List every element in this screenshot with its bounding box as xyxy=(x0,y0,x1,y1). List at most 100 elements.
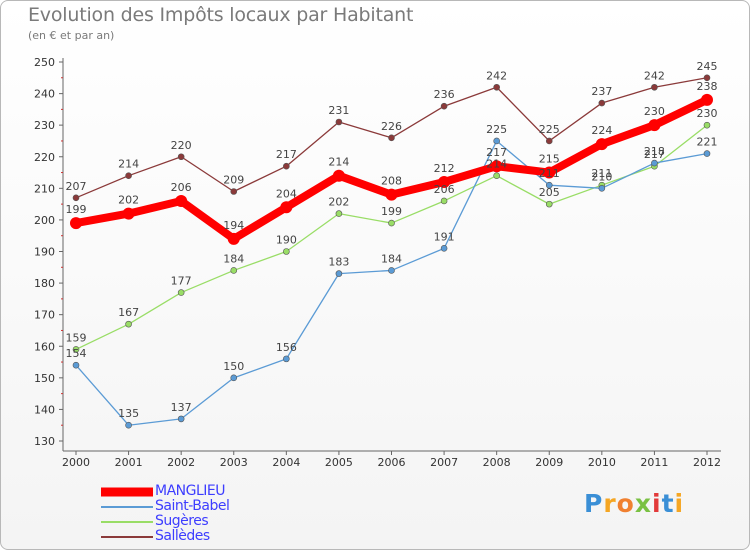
data-label: 210 xyxy=(591,170,612,183)
data-point xyxy=(230,267,238,274)
data-label: 214 xyxy=(118,158,139,171)
data-point xyxy=(177,153,185,161)
y-tick-label: 150 xyxy=(34,372,55,385)
data-point xyxy=(545,200,553,208)
data-label: 217 xyxy=(486,146,507,159)
series-manglieu xyxy=(70,93,713,245)
data-point xyxy=(72,194,80,202)
data-point xyxy=(493,83,500,91)
data-point xyxy=(388,267,395,274)
y-tick-label: 130 xyxy=(34,435,55,448)
data-label: 137 xyxy=(171,401,192,414)
data-point xyxy=(177,415,185,423)
data-point xyxy=(440,197,448,205)
legend-swatch xyxy=(101,487,153,496)
y-tick-label: 140 xyxy=(34,403,55,416)
data-label: 150 xyxy=(223,360,244,373)
data-label: 230 xyxy=(644,105,665,118)
data-label: 215 xyxy=(539,153,560,166)
data-label: 218 xyxy=(644,145,665,158)
y-tick-label: 210 xyxy=(34,182,55,195)
x-tick-label: 2012 xyxy=(693,456,721,469)
data-point xyxy=(283,355,290,363)
x-tick-label: 2009 xyxy=(535,456,563,469)
data-point xyxy=(72,346,80,353)
labels-manglieu: 199 202 206 194 204 214 208 212 217 215 224 230 238 xyxy=(66,80,718,232)
x-tick-label: 2010 xyxy=(588,456,616,469)
x-tick-label: 2011 xyxy=(640,456,668,469)
data-label: 206 xyxy=(434,183,455,196)
y-tick-label: 200 xyxy=(34,214,55,227)
legend-label: Saint-Babel xyxy=(155,498,230,514)
series-sall-des xyxy=(72,74,711,202)
x-tick-label: 2003 xyxy=(220,456,248,469)
data-label: 214 xyxy=(328,156,349,169)
data-point xyxy=(701,93,713,106)
data-label: 199 xyxy=(381,205,402,218)
y-tick-label: 230 xyxy=(34,119,55,132)
data-point xyxy=(493,137,500,145)
series-line xyxy=(75,124,708,350)
y-tick-label: 190 xyxy=(34,246,55,259)
x-tick-label: 2007 xyxy=(430,456,458,469)
data-label: 237 xyxy=(591,85,612,98)
data-point xyxy=(335,270,343,277)
data-label: 217 xyxy=(644,148,665,161)
x-tick-label: 2006 xyxy=(378,456,406,469)
data-label: 231 xyxy=(328,104,349,117)
data-label: 238 xyxy=(697,80,718,93)
data-point xyxy=(703,74,711,82)
data-label: 212 xyxy=(434,162,455,175)
data-label: 184 xyxy=(223,252,244,265)
data-point xyxy=(227,232,240,245)
data-point xyxy=(125,320,132,328)
y-tick-label: 220 xyxy=(34,151,55,164)
data-point xyxy=(283,248,290,255)
data-label: 214 xyxy=(486,158,507,171)
x-tick-label: 2005 xyxy=(325,456,353,469)
x-tick-label: 2001 xyxy=(115,456,143,469)
logo-letter: r xyxy=(603,489,617,518)
data-label: 205 xyxy=(539,186,560,199)
data-point xyxy=(595,138,608,151)
data-point xyxy=(545,137,553,145)
data-point xyxy=(703,121,711,129)
legend-swatch xyxy=(101,505,153,508)
data-label: 211 xyxy=(591,167,612,180)
data-label: 177 xyxy=(171,275,192,288)
data-point xyxy=(388,134,395,142)
data-point xyxy=(335,118,343,126)
data-label: 225 xyxy=(539,123,560,136)
data-label: 204 xyxy=(276,187,297,200)
data-point xyxy=(648,119,661,132)
data-point xyxy=(283,162,290,170)
data-point xyxy=(438,176,451,189)
y-tick-label: 170 xyxy=(34,309,55,322)
x-tick-label: 2002 xyxy=(167,456,195,469)
data-point xyxy=(598,99,606,107)
data-point xyxy=(230,188,238,195)
logo-letter: x xyxy=(634,489,652,518)
data-point xyxy=(125,172,132,179)
data-label: 135 xyxy=(118,407,139,420)
data-point xyxy=(175,194,188,207)
data-point xyxy=(385,188,398,201)
legend-label: MANGLIEU xyxy=(155,483,226,499)
logo-letter: i xyxy=(674,489,685,518)
data-label: 190 xyxy=(276,234,297,247)
proxiti-logo: Proxiti xyxy=(584,489,684,518)
data-point xyxy=(543,166,556,179)
data-point xyxy=(490,160,503,173)
data-label: 209 xyxy=(223,173,244,186)
data-label: 156 xyxy=(276,341,297,354)
data-point xyxy=(388,219,395,227)
data-label: 206 xyxy=(171,181,192,194)
x-tick-label: 2000 xyxy=(62,456,90,469)
data-label: 202 xyxy=(118,194,139,207)
y-tick-label: 180 xyxy=(34,277,55,290)
data-point xyxy=(440,245,448,252)
data-label: 154 xyxy=(66,347,87,360)
